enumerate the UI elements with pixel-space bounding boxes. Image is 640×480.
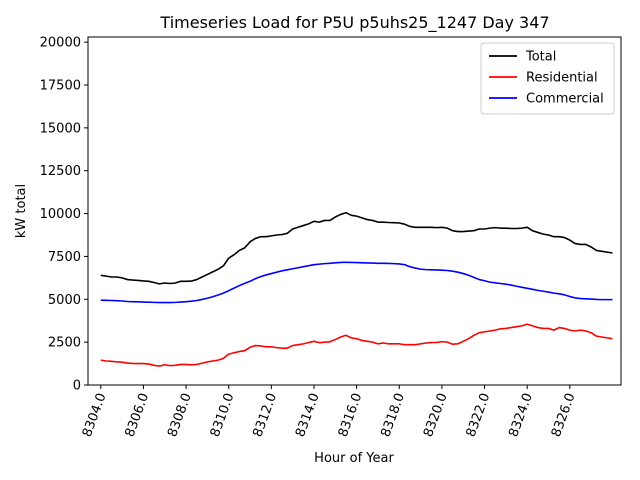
y-axis-label: kW total — [14, 184, 29, 238]
chart-title: Timeseries Load for P5U p5uhs25_1247 Day… — [159, 13, 549, 33]
y-tick-label: 10000 — [40, 207, 81, 222]
y-tick-label: 2500 — [48, 336, 81, 351]
series-line-total — [100, 211, 613, 285]
legend-label-residential: Residential — [526, 71, 598, 86]
legend: Total Residential Commercial — [480, 42, 615, 115]
series-layer — [100, 211, 613, 367]
y-tick-label: 17500 — [40, 79, 81, 94]
series-line-commercial — [100, 261, 613, 304]
y-tick-label: 7500 — [48, 250, 81, 265]
y-tick-label: 20000 — [40, 36, 81, 51]
legend-box — [480, 42, 615, 115]
x-axis-label: Hour of Year — [314, 451, 394, 466]
series-line-residential — [100, 323, 613, 367]
y-tick-label: 15000 — [40, 121, 81, 136]
y-tick-label: 5000 — [48, 293, 81, 308]
y-tick-label: 12500 — [40, 164, 81, 179]
legend-label-total: Total — [525, 50, 556, 65]
y-tick-label: 0 — [73, 379, 81, 394]
legend-label-commercial: Commercial — [526, 92, 604, 107]
plot-frame — [87, 36, 622, 386]
